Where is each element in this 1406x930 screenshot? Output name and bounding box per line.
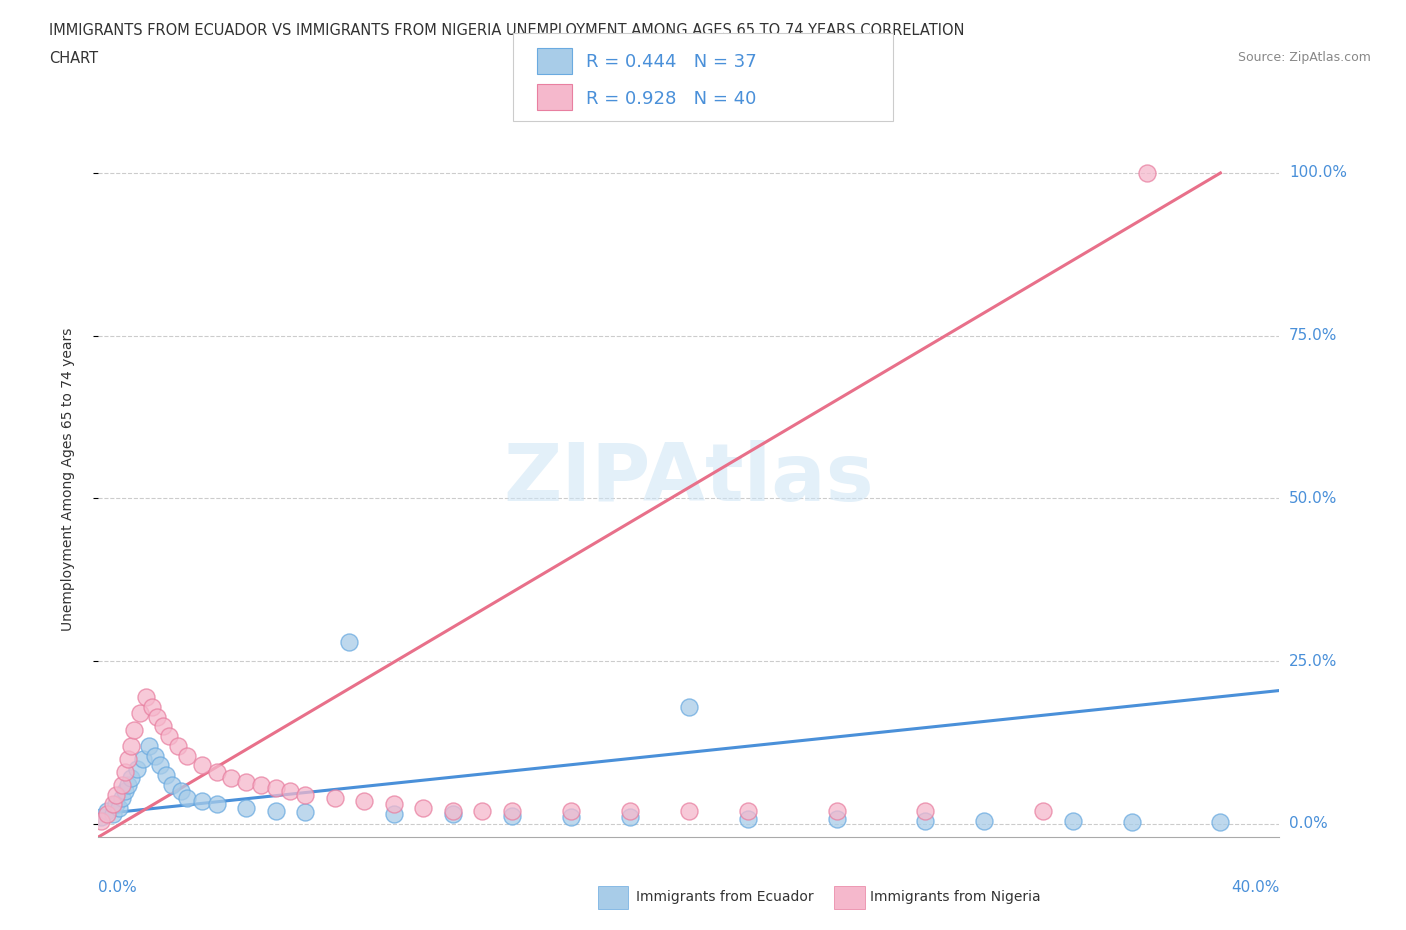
Point bbox=[146, 710, 169, 724]
Text: CHART: CHART bbox=[49, 51, 98, 66]
Point bbox=[149, 758, 172, 773]
Point bbox=[132, 751, 155, 766]
Point bbox=[382, 797, 405, 812]
Point bbox=[914, 804, 936, 818]
Point bbox=[501, 809, 523, 824]
Point bbox=[825, 811, 848, 826]
Point bbox=[111, 777, 134, 792]
Point bbox=[294, 787, 316, 802]
Point bbox=[191, 758, 214, 773]
Point bbox=[1062, 813, 1084, 829]
Point bbox=[264, 781, 287, 796]
Point bbox=[120, 771, 142, 786]
Point bbox=[339, 634, 361, 649]
Text: IMMIGRANTS FROM ECUADOR VS IMMIGRANTS FROM NIGERIA UNEMPLOYMENT AMONG AGES 65 TO: IMMIGRANTS FROM ECUADOR VS IMMIGRANTS FR… bbox=[49, 23, 965, 38]
Point bbox=[973, 813, 995, 829]
Point bbox=[125, 761, 148, 776]
Point bbox=[560, 810, 582, 825]
Point bbox=[170, 784, 193, 799]
Point bbox=[221, 771, 243, 786]
Point bbox=[560, 804, 582, 818]
Text: Source: ZipAtlas.com: Source: ZipAtlas.com bbox=[1237, 51, 1371, 64]
Point bbox=[162, 777, 183, 792]
Point bbox=[143, 748, 166, 763]
Point bbox=[471, 804, 494, 818]
Point bbox=[103, 797, 125, 812]
Point bbox=[441, 807, 464, 822]
Point bbox=[235, 774, 257, 789]
Point bbox=[117, 777, 139, 792]
Point bbox=[501, 804, 523, 818]
Point bbox=[1121, 815, 1143, 830]
Point bbox=[678, 699, 700, 714]
Point bbox=[108, 800, 131, 815]
Point bbox=[914, 813, 936, 829]
Point bbox=[176, 748, 198, 763]
Point bbox=[353, 794, 375, 809]
Point bbox=[103, 807, 125, 822]
Point bbox=[117, 751, 139, 766]
Point bbox=[619, 804, 641, 818]
Point bbox=[128, 706, 150, 721]
Point bbox=[138, 738, 160, 753]
Point bbox=[155, 768, 177, 783]
Point bbox=[1209, 815, 1232, 830]
Point bbox=[264, 804, 287, 818]
Point bbox=[90, 810, 112, 825]
Text: 0.0%: 0.0% bbox=[98, 880, 138, 895]
Point bbox=[191, 794, 214, 809]
Point bbox=[120, 738, 142, 753]
Point bbox=[105, 797, 128, 812]
Point bbox=[152, 719, 174, 734]
Point bbox=[157, 729, 180, 744]
Text: 25.0%: 25.0% bbox=[1289, 654, 1337, 669]
Point bbox=[90, 813, 112, 829]
Point bbox=[825, 804, 848, 818]
Point bbox=[737, 811, 759, 826]
Point bbox=[678, 804, 700, 818]
Text: 0.0%: 0.0% bbox=[1289, 817, 1327, 831]
Point bbox=[96, 807, 118, 822]
Point bbox=[250, 777, 273, 792]
Point bbox=[111, 790, 134, 805]
Point bbox=[412, 800, 434, 815]
Point bbox=[280, 784, 302, 799]
Text: 75.0%: 75.0% bbox=[1289, 328, 1337, 343]
Point bbox=[96, 804, 118, 818]
Point bbox=[167, 738, 190, 753]
Point bbox=[114, 764, 136, 779]
Text: 50.0%: 50.0% bbox=[1289, 491, 1337, 506]
Point bbox=[176, 790, 198, 805]
Text: Immigrants from Ecuador: Immigrants from Ecuador bbox=[636, 890, 813, 905]
Point bbox=[205, 797, 228, 812]
Text: 100.0%: 100.0% bbox=[1289, 166, 1347, 180]
Point bbox=[205, 764, 228, 779]
Point bbox=[737, 804, 759, 818]
Point bbox=[1032, 804, 1054, 818]
Text: 40.0%: 40.0% bbox=[1232, 880, 1279, 895]
Text: ZIPAtlas: ZIPAtlas bbox=[503, 440, 875, 518]
Point bbox=[105, 787, 128, 802]
Point bbox=[141, 699, 163, 714]
Point bbox=[294, 804, 316, 819]
Point bbox=[114, 784, 136, 799]
Point bbox=[382, 807, 405, 822]
Text: Immigrants from Nigeria: Immigrants from Nigeria bbox=[870, 890, 1040, 905]
Point bbox=[323, 790, 346, 805]
Point bbox=[135, 690, 157, 705]
Y-axis label: Unemployment Among Ages 65 to 74 years: Unemployment Among Ages 65 to 74 years bbox=[60, 327, 75, 631]
Point bbox=[441, 804, 464, 818]
Point bbox=[1136, 166, 1159, 180]
Text: R = 0.444   N = 37: R = 0.444 N = 37 bbox=[586, 54, 756, 72]
Point bbox=[122, 723, 145, 737]
Point bbox=[619, 810, 641, 825]
Point bbox=[235, 800, 257, 815]
Text: R = 0.928   N = 40: R = 0.928 N = 40 bbox=[586, 90, 756, 108]
